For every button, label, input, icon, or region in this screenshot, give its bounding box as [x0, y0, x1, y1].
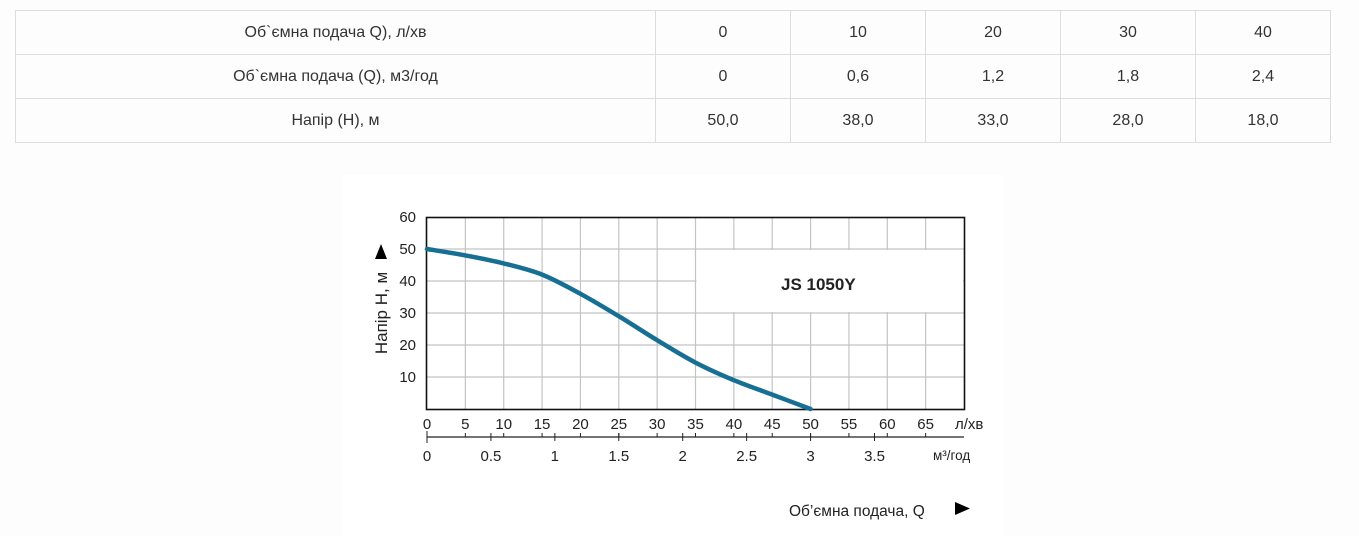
secondary-axis-ticks [426, 431, 927, 443]
svg-text:2.5: 2.5 [736, 448, 757, 465]
triangle-right-icon [955, 502, 970, 515]
table-row: Об`ємна подача (Q), м3/год 0 0,6 1,2 1,8… [15, 54, 1331, 99]
svg-text:50: 50 [802, 416, 819, 433]
svg-text:3.5: 3.5 [864, 448, 885, 465]
svg-text:45: 45 [764, 416, 781, 433]
plot-frame [425, 216, 966, 411]
table-cell: 33,0 [925, 98, 1061, 143]
svg-text:55: 55 [841, 416, 858, 433]
y-tick-labels: 10 20 30 40 50 60 [399, 209, 416, 386]
table-cell: 40 [1195, 10, 1331, 55]
pump-curve-chart: 10 20 30 40 50 60 0 5 10 15 20 25 30 35 40 45 50 55 60 65 … [343, 175, 1003, 536]
svg-text:3: 3 [806, 448, 814, 465]
table-cell: 38,0 [790, 98, 926, 143]
x-axis-title: Об’ємна подача, Q [789, 503, 925, 520]
svg-text:50: 50 [399, 241, 416, 258]
x-tick-labels-lpm: 0 5 10 15 20 25 30 35 40 45 50 55 60 65 [423, 416, 934, 433]
performance-curve [424, 246, 813, 412]
grid-lines [427, 217, 964, 409]
svg-text:30: 30 [649, 416, 666, 433]
table-cell: 0 [655, 54, 791, 99]
svg-text:5: 5 [461, 416, 469, 433]
row-label: Об`ємна подача (Q), м3/год [15, 54, 656, 99]
table-cell: 1,2 [925, 54, 1061, 99]
svg-text:60: 60 [879, 416, 896, 433]
svg-text:35: 35 [687, 416, 704, 433]
svg-text:0.5: 0.5 [480, 448, 501, 465]
table-cell: 18,0 [1195, 98, 1331, 143]
table-cell: 28,0 [1060, 98, 1196, 143]
svg-text:0: 0 [423, 416, 431, 433]
y-axis-title: Напір H, м [372, 272, 391, 354]
model-label: JS 1050Y [781, 275, 856, 294]
row-label: Об`ємна подача Q), л/хв [15, 10, 656, 55]
svg-text:1.5: 1.5 [608, 448, 629, 465]
table-row: Об`ємна подача Q), л/хв 0 10 20 30 40 [15, 10, 1331, 55]
table-cell: 30 [1060, 10, 1196, 55]
svg-text:20: 20 [572, 416, 589, 433]
svg-text:0: 0 [423, 448, 431, 465]
svg-text:40: 40 [399, 273, 416, 290]
svg-text:20: 20 [399, 337, 416, 354]
svg-text:15: 15 [534, 416, 551, 433]
unit-m3h-label: м³/год [933, 448, 970, 463]
svg-text:25: 25 [610, 416, 627, 433]
svg-text:10: 10 [495, 416, 512, 433]
performance-table: Об`ємна подача Q), л/хв 0 10 20 30 40 Об… [15, 10, 1331, 143]
triangle-up-icon [375, 244, 387, 259]
table-cell: 50,0 [655, 98, 791, 143]
table-cell: 1,8 [1060, 54, 1196, 99]
table-cell: 2,4 [1195, 54, 1331, 99]
table-cell: 0,6 [790, 54, 926, 99]
unit-lpm-label: л/хв [955, 416, 983, 433]
table-cell: 10 [790, 10, 926, 55]
svg-text:60: 60 [399, 209, 416, 226]
svg-text:1: 1 [551, 448, 559, 465]
x-tick-labels-m3h: 0 0.5 1 1.5 2 2.5 3 3.5 [423, 448, 885, 465]
row-label: Напір (H), м [15, 98, 656, 143]
svg-text:65: 65 [917, 416, 934, 433]
table-cell: 0 [655, 10, 791, 55]
svg-text:10: 10 [399, 369, 416, 386]
svg-text:40: 40 [726, 416, 743, 433]
svg-text:2: 2 [679, 448, 687, 465]
table-cell: 20 [925, 10, 1061, 55]
table-row: Напір (H), м 50,0 38,0 33,0 28,0 18,0 [15, 98, 1331, 143]
svg-text:30: 30 [399, 305, 416, 322]
